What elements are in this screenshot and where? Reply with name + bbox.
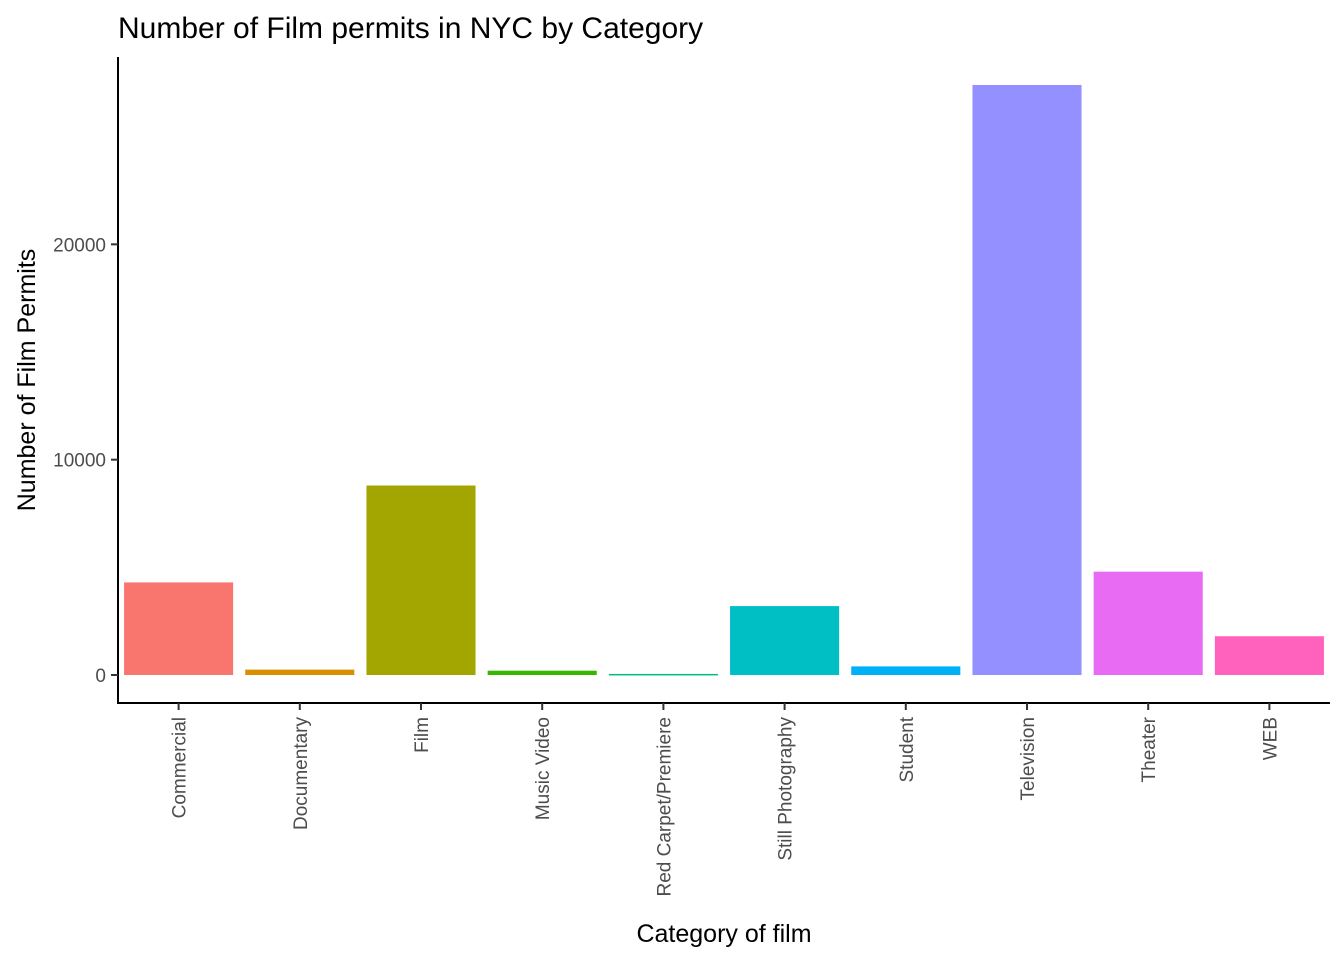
bar-commercial [124,582,234,676]
x-tick-label: Television [1018,717,1039,800]
bar-music-video [487,670,597,676]
bar-television [972,84,1082,676]
x-tick-label: Red Carpet/Premiere [654,717,675,897]
x-axis-title: Category of film [636,920,811,948]
x-tick-label: Student [897,716,918,782]
bar-theater [1093,571,1203,676]
x-tick-label: Theater [1139,716,1160,782]
bar-red-carpet-premiere [608,673,718,676]
y-tick-label: 10000 [53,451,106,472]
x-tick-label: Still Photography [776,717,797,861]
plot-area [124,84,1324,676]
bar-web [1214,636,1324,676]
x-tick-label: Music Video [533,717,554,820]
bar-student [851,666,961,676]
y-tick-label: 0 [95,666,106,687]
y-tick-label: 20000 [53,235,106,256]
chart-title: Number of Film permits in NYC by Categor… [118,12,703,45]
x-tick-label: WEB [1260,717,1281,760]
bar-documentary [245,669,355,676]
bar-still-photography [730,606,840,676]
x-tick-label: Film [412,717,433,753]
bar-film [366,485,476,676]
x-tick-label: Commercial [170,717,191,818]
x-tick-label: Documentary [291,717,312,830]
y-axis-title: Number of Film Permits [13,249,41,512]
x-axis-ticks: Commercial Documentary Film Music Video Red … [170,703,1281,897]
y-axis-ticks: 0 10000 20000 [53,235,118,687]
